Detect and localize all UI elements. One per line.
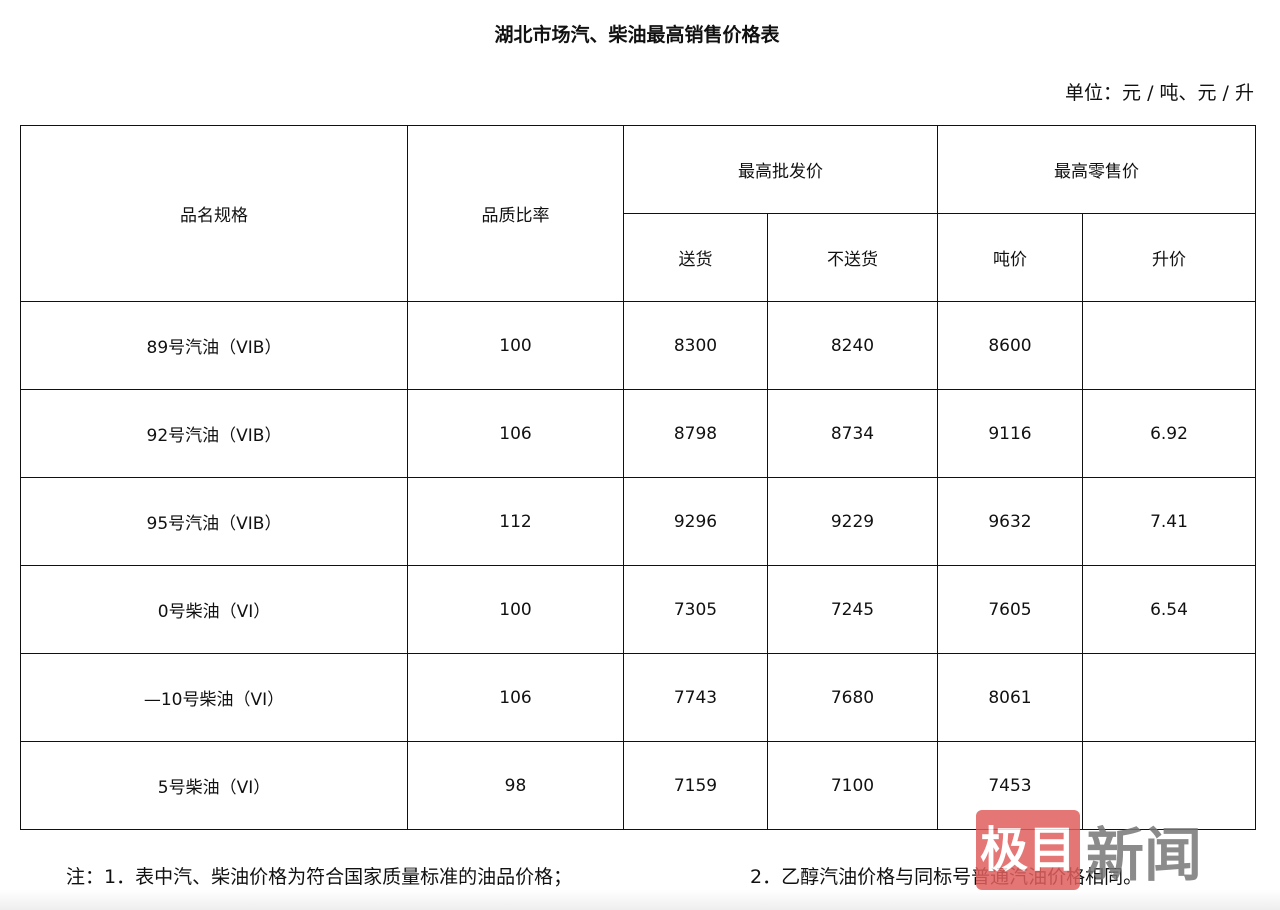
cell-per-ton: 8600: [937, 301, 1083, 390]
cell-name: 95号汽油（VIB）: [20, 477, 408, 566]
price-table: 品名规格 品质比率 最高批发价 最高零售价 送货 不送货 吨价 升价 89号汽油…: [20, 125, 1256, 830]
header-quality-ratio: 品质比率: [407, 125, 624, 302]
unit-label: 单位：元 / 吨、元 / 升: [1065, 82, 1254, 104]
cell-name: —10号柴油（VI）: [20, 653, 408, 742]
cell-ratio: 106: [407, 653, 624, 742]
header-retail: 最高零售价: [937, 125, 1256, 214]
note-1: 注：1．表中汽、柴油价格为符合国家质量标准的油品价格；: [66, 866, 573, 888]
header-delivered: 送货: [623, 213, 768, 302]
cell-not-delivered: 7680: [767, 653, 938, 742]
cell-not-delivered: 7245: [767, 565, 938, 654]
cell-name: 5号柴油（VI）: [20, 741, 408, 830]
document-title: 湖北市场汽、柴油最高销售价格表: [494, 24, 780, 46]
header-wholesale: 最高批发价: [623, 125, 938, 214]
cell-not-delivered: 8240: [767, 301, 938, 390]
cell-not-delivered: 7100: [767, 741, 938, 830]
cell-per-ton: 7605: [937, 565, 1083, 654]
cell-per-ton: 8061: [937, 653, 1083, 742]
cell-per-liter: [1082, 301, 1256, 390]
cell-per-liter: [1082, 741, 1256, 830]
header-not-delivered: 不送货: [767, 213, 938, 302]
cell-per-liter: 7.41: [1082, 477, 1256, 566]
cell-not-delivered: 9229: [767, 477, 938, 566]
cell-name: 89号汽油（VIB）: [20, 301, 408, 390]
table-row: 5号柴油（VI） 98 7159 7100 7453: [20, 741, 1256, 830]
footer-fade: [0, 890, 1280, 910]
header-per-liter: 升价: [1082, 213, 1256, 302]
cell-per-liter: 6.92: [1082, 389, 1256, 478]
cell-delivered: 7743: [623, 653, 768, 742]
watermark-part2: 新闻: [1086, 821, 1203, 889]
table-row: 0号柴油（VI） 100 7305 7245 7605 6.54: [20, 565, 1256, 654]
cell-delivered: 7305: [623, 565, 768, 654]
cell-per-ton: 9632: [937, 477, 1083, 566]
cell-delivered: 8798: [623, 389, 768, 478]
cell-ratio: 106: [407, 389, 624, 478]
watermark-logo: 极目 新闻: [976, 808, 1202, 892]
table-row: 92号汽油（VIB） 106 8798 8734 9116 6.92: [20, 389, 1256, 478]
header-name: 品名规格: [20, 125, 408, 302]
cell-delivered: 8300: [623, 301, 768, 390]
cell-ratio: 112: [407, 477, 624, 566]
cell-delivered: 9296: [623, 477, 768, 566]
cell-per-liter: [1082, 653, 1256, 742]
cell-not-delivered: 8734: [767, 389, 938, 478]
table-row: —10号柴油（VI） 106 7743 7680 8061: [20, 653, 1256, 742]
cell-ratio: 100: [407, 565, 624, 654]
cell-delivered: 7159: [623, 741, 768, 830]
header-per-ton: 吨价: [937, 213, 1083, 302]
cell-ratio: 100: [407, 301, 624, 390]
watermark-part1: 极目: [976, 810, 1081, 890]
table-row: 95号汽油（VIB） 112 9296 9229 9632 7.41: [20, 477, 1256, 566]
cell-per-liter: 6.54: [1082, 565, 1256, 654]
table-row: 89号汽油（VIB） 100 8300 8240 8600: [20, 301, 1256, 390]
cell-per-ton: 9116: [937, 389, 1083, 478]
cell-ratio: 98: [407, 741, 624, 830]
cell-name: 0号柴油（VI）: [20, 565, 408, 654]
cell-name: 92号汽油（VIB）: [20, 389, 408, 478]
